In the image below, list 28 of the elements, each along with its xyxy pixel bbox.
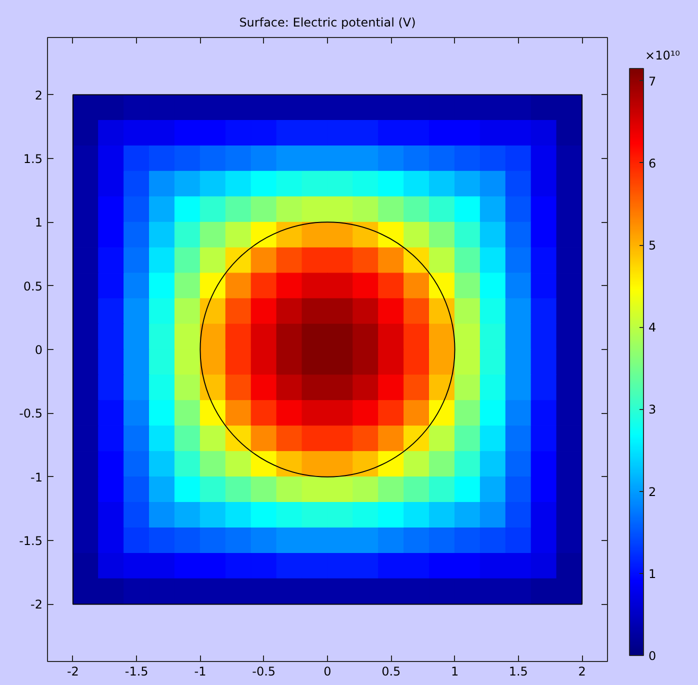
x-tick-label: 0.5 <box>382 664 401 678</box>
y-tick-label: 0.5 <box>23 279 43 294</box>
y-tick-label: -1 <box>30 470 43 484</box>
chart-title: Surface: Electric potential (V) <box>239 16 416 30</box>
color-bar-label: 0 <box>648 649 656 663</box>
x-tick-label: -0.5 <box>252 664 276 678</box>
x-tick-label: -1 <box>194 664 206 678</box>
y-tick-label: 2 <box>34 88 43 102</box>
x-tick-label: -1.5 <box>124 664 148 678</box>
color-bar-label: 7 <box>648 74 656 88</box>
color-bar-label: 4 <box>648 320 656 335</box>
color-bar-label: 5 <box>648 238 656 253</box>
x-tick-label: 2 <box>578 664 586 678</box>
color-bar-label: 1 <box>648 566 656 581</box>
y-tick-label: -0.5 <box>19 406 43 421</box>
y-tick-label: 1.5 <box>23 152 43 166</box>
y-tick-label: 1 <box>34 216 43 230</box>
x-tick-label: 1.5 <box>508 664 528 678</box>
x-tick-label: 1 <box>450 664 459 678</box>
color-bar-title: ×10¹⁰ <box>645 48 680 62</box>
color-bar-label: 2 <box>648 484 656 499</box>
x-tick-label: -2 <box>66 664 79 678</box>
color-bar-label: 3 <box>648 402 656 417</box>
y-tick-label: -1.5 <box>19 534 43 548</box>
y-tick-label: 0 <box>34 343 43 357</box>
color-bar-label: 6 <box>648 156 656 170</box>
x-tick-label: 0 <box>324 664 332 678</box>
y-tick-label: -2 <box>30 598 43 612</box>
